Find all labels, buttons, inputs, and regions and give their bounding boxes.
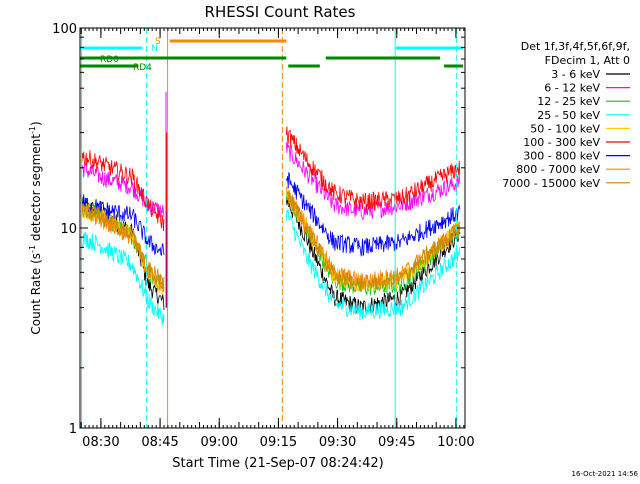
y-tick-label: 100 bbox=[52, 22, 77, 37]
state-label-rd4: RD4 bbox=[133, 63, 152, 73]
state-label-s: S bbox=[155, 37, 161, 47]
legend-label-800-7000-kev: 800 - 7000 keV bbox=[516, 163, 600, 176]
state-label-rd0: RD0 bbox=[100, 55, 119, 65]
series-layer bbox=[80, 91, 461, 327]
legend-label-12-25-kev: 12 - 25 keV bbox=[537, 95, 600, 108]
series-line-300-800-kev bbox=[285, 172, 461, 257]
series-line-7000-15000-kev bbox=[80, 203, 165, 292]
series-line-25-50-kev bbox=[285, 209, 461, 321]
legend-header-line: Det 1f,3f,4f,5f,6f,9f, bbox=[521, 40, 630, 53]
legend-label-100-300-kev: 100 - 300 keV bbox=[523, 136, 600, 149]
series-line-25-50-kev bbox=[80, 231, 165, 327]
state-label-n: N bbox=[151, 44, 158, 54]
legend-label-7000-15000-kev: 7000 - 15000 keV bbox=[502, 177, 600, 190]
legend-label-3-6-kev: 3 - 6 keV bbox=[551, 68, 600, 81]
series-line-7000-15000-kev bbox=[285, 191, 461, 293]
x-tick-label: 09:30 bbox=[319, 435, 356, 450]
series-line-100-300-kev bbox=[285, 126, 461, 211]
x-tick-label: 09:15 bbox=[260, 435, 297, 450]
x-axis-label: Start Time (21-Sep-07 08:24:42) bbox=[172, 456, 383, 471]
x-tick-label: 08:30 bbox=[82, 435, 119, 450]
series-line-100-300-kev bbox=[80, 150, 165, 232]
x-tick-label: 10:00 bbox=[437, 435, 474, 450]
y-tick-label: 10 bbox=[60, 222, 77, 237]
x-tick-label: 08:45 bbox=[141, 435, 178, 450]
chart-title: RHESSI Count Rates bbox=[205, 3, 356, 21]
y-tick-label: 1 bbox=[69, 422, 77, 437]
legend-label-300-800-kev: 300 - 800 keV bbox=[523, 150, 600, 163]
axes-layer: 1 10 100 08:30 08:45 09:00 09:15 09:30 09:45 10:0… bbox=[52, 22, 474, 450]
state-bar-layer: SN RD0 RD4 bbox=[80, 37, 464, 73]
x-tick-label: 09:45 bbox=[378, 435, 415, 450]
legend-label-6-12-kev: 6 - 12 keV bbox=[544, 82, 600, 95]
y-axis-label: Count Rate (s-1 detector segment-1) bbox=[28, 121, 43, 334]
footer-date: 16-Oct-2021 14:56 bbox=[572, 470, 639, 478]
legend-label-25-50-kev: 25 - 50 keV bbox=[537, 109, 600, 122]
legend-label-50-100-kev: 50 - 100 keV bbox=[530, 122, 600, 135]
x-tick-label: 09:00 bbox=[201, 435, 238, 450]
legend-header-line: FDecim 1, Att 0 bbox=[545, 54, 630, 67]
